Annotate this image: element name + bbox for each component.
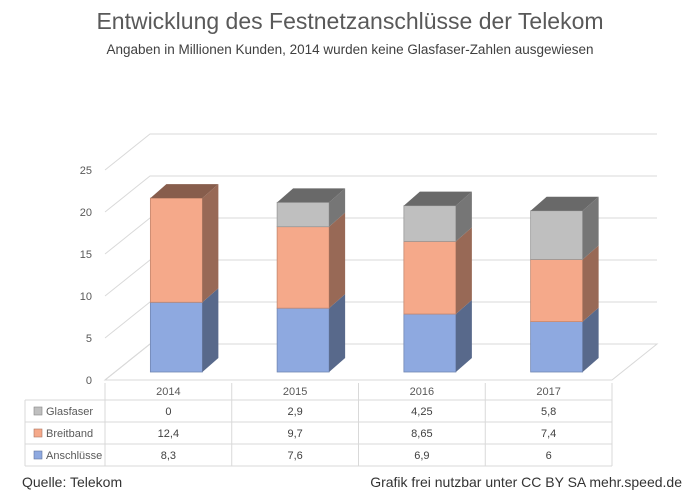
x-tick-label: 2014 — [156, 386, 180, 398]
bar-side-breitband-2014 — [202, 184, 219, 303]
y-tick-label: 10 — [80, 291, 92, 303]
chart-title: Entwicklung des Festnetzanschlüsse der T… — [96, 8, 604, 34]
legend-label-anschlüsse: Anschlüsse — [46, 450, 102, 462]
y-tick-label: 25 — [80, 165, 92, 177]
license-note: Grafik frei nutzbar unter CC BY SA mehr.… — [370, 474, 682, 490]
data-label: 12,4 — [158, 428, 179, 440]
bar-breitband-2016 — [403, 240, 457, 315]
bar-glasfaser-2016 — [403, 205, 457, 242]
data-label: 6,9 — [414, 450, 429, 462]
bar-anschlüsse-2015 — [276, 307, 330, 373]
bar-side-anschlüsse-2017 — [582, 307, 599, 372]
bar-side-breitband-2017 — [582, 245, 599, 322]
x-tick-label: 2015 — [283, 386, 307, 398]
data-label: 2,9 — [287, 406, 302, 418]
bar-side-anschlüsse-2015 — [329, 294, 346, 372]
data-label: 8,65 — [411, 428, 432, 440]
chart-subtitle: Angaben in Millionen Kunden, 2014 wurden… — [106, 42, 594, 57]
bar-breitband-2014 — [149, 197, 203, 303]
bar-side-glasfaser-2016 — [455, 191, 472, 242]
data-label: 8,3 — [161, 450, 176, 462]
bar-top-2017 — [530, 196, 599, 211]
y-tick-label: 5 — [86, 333, 92, 345]
bar-side-breitband-2016 — [455, 227, 472, 315]
data-label: 7,4 — [541, 428, 556, 440]
x-tick-label: 2017 — [536, 386, 560, 398]
legend-swatch-glasfaser — [33, 406, 43, 416]
legend-swatch-breitband — [33, 428, 43, 438]
x-tick-label: 2016 — [410, 386, 434, 398]
bar-side-glasfaser-2017 — [582, 196, 599, 260]
legend-swatch-anschlüsse — [33, 450, 43, 460]
bar-breitband-2015 — [276, 226, 330, 309]
data-label: 5,8 — [541, 406, 556, 418]
source-note: Quelle: Telekom — [22, 474, 123, 490]
y-tick-label: 15 — [80, 249, 92, 261]
data-label: 9,7 — [287, 428, 302, 440]
bar-top-2015 — [277, 188, 346, 203]
gridline — [104, 175, 657, 213]
data-label: 0 — [165, 406, 171, 418]
y-tick-label: 20 — [80, 207, 92, 219]
data-label: 4,25 — [411, 406, 432, 418]
bar-side-breitband-2015 — [329, 212, 346, 309]
bar-top-2016 — [403, 191, 472, 206]
bar-glasfaser-2015 — [276, 201, 330, 228]
bar-side-anschlüsse-2016 — [455, 300, 472, 372]
bar-side-glasfaser-2015 — [329, 188, 346, 227]
data-label: 6 — [546, 450, 552, 462]
bar-breitband-2017 — [530, 259, 584, 323]
bar-side-anschlüsse-2014 — [202, 288, 219, 372]
bar-glasfaser-2017 — [530, 210, 584, 260]
gridline — [104, 133, 657, 171]
data-label: 7,6 — [287, 450, 302, 462]
y-tick-label: 0 — [86, 375, 92, 387]
legend-label-breitband: Breitband — [46, 428, 93, 440]
bar-anschlüsse-2017 — [530, 321, 584, 373]
bar-top-2014 — [150, 184, 219, 199]
bar-anschlüsse-2016 — [403, 313, 457, 373]
bar-anschlüsse-2014 — [149, 301, 203, 373]
legend-label-glasfaser: Glasfaser — [46, 406, 93, 418]
